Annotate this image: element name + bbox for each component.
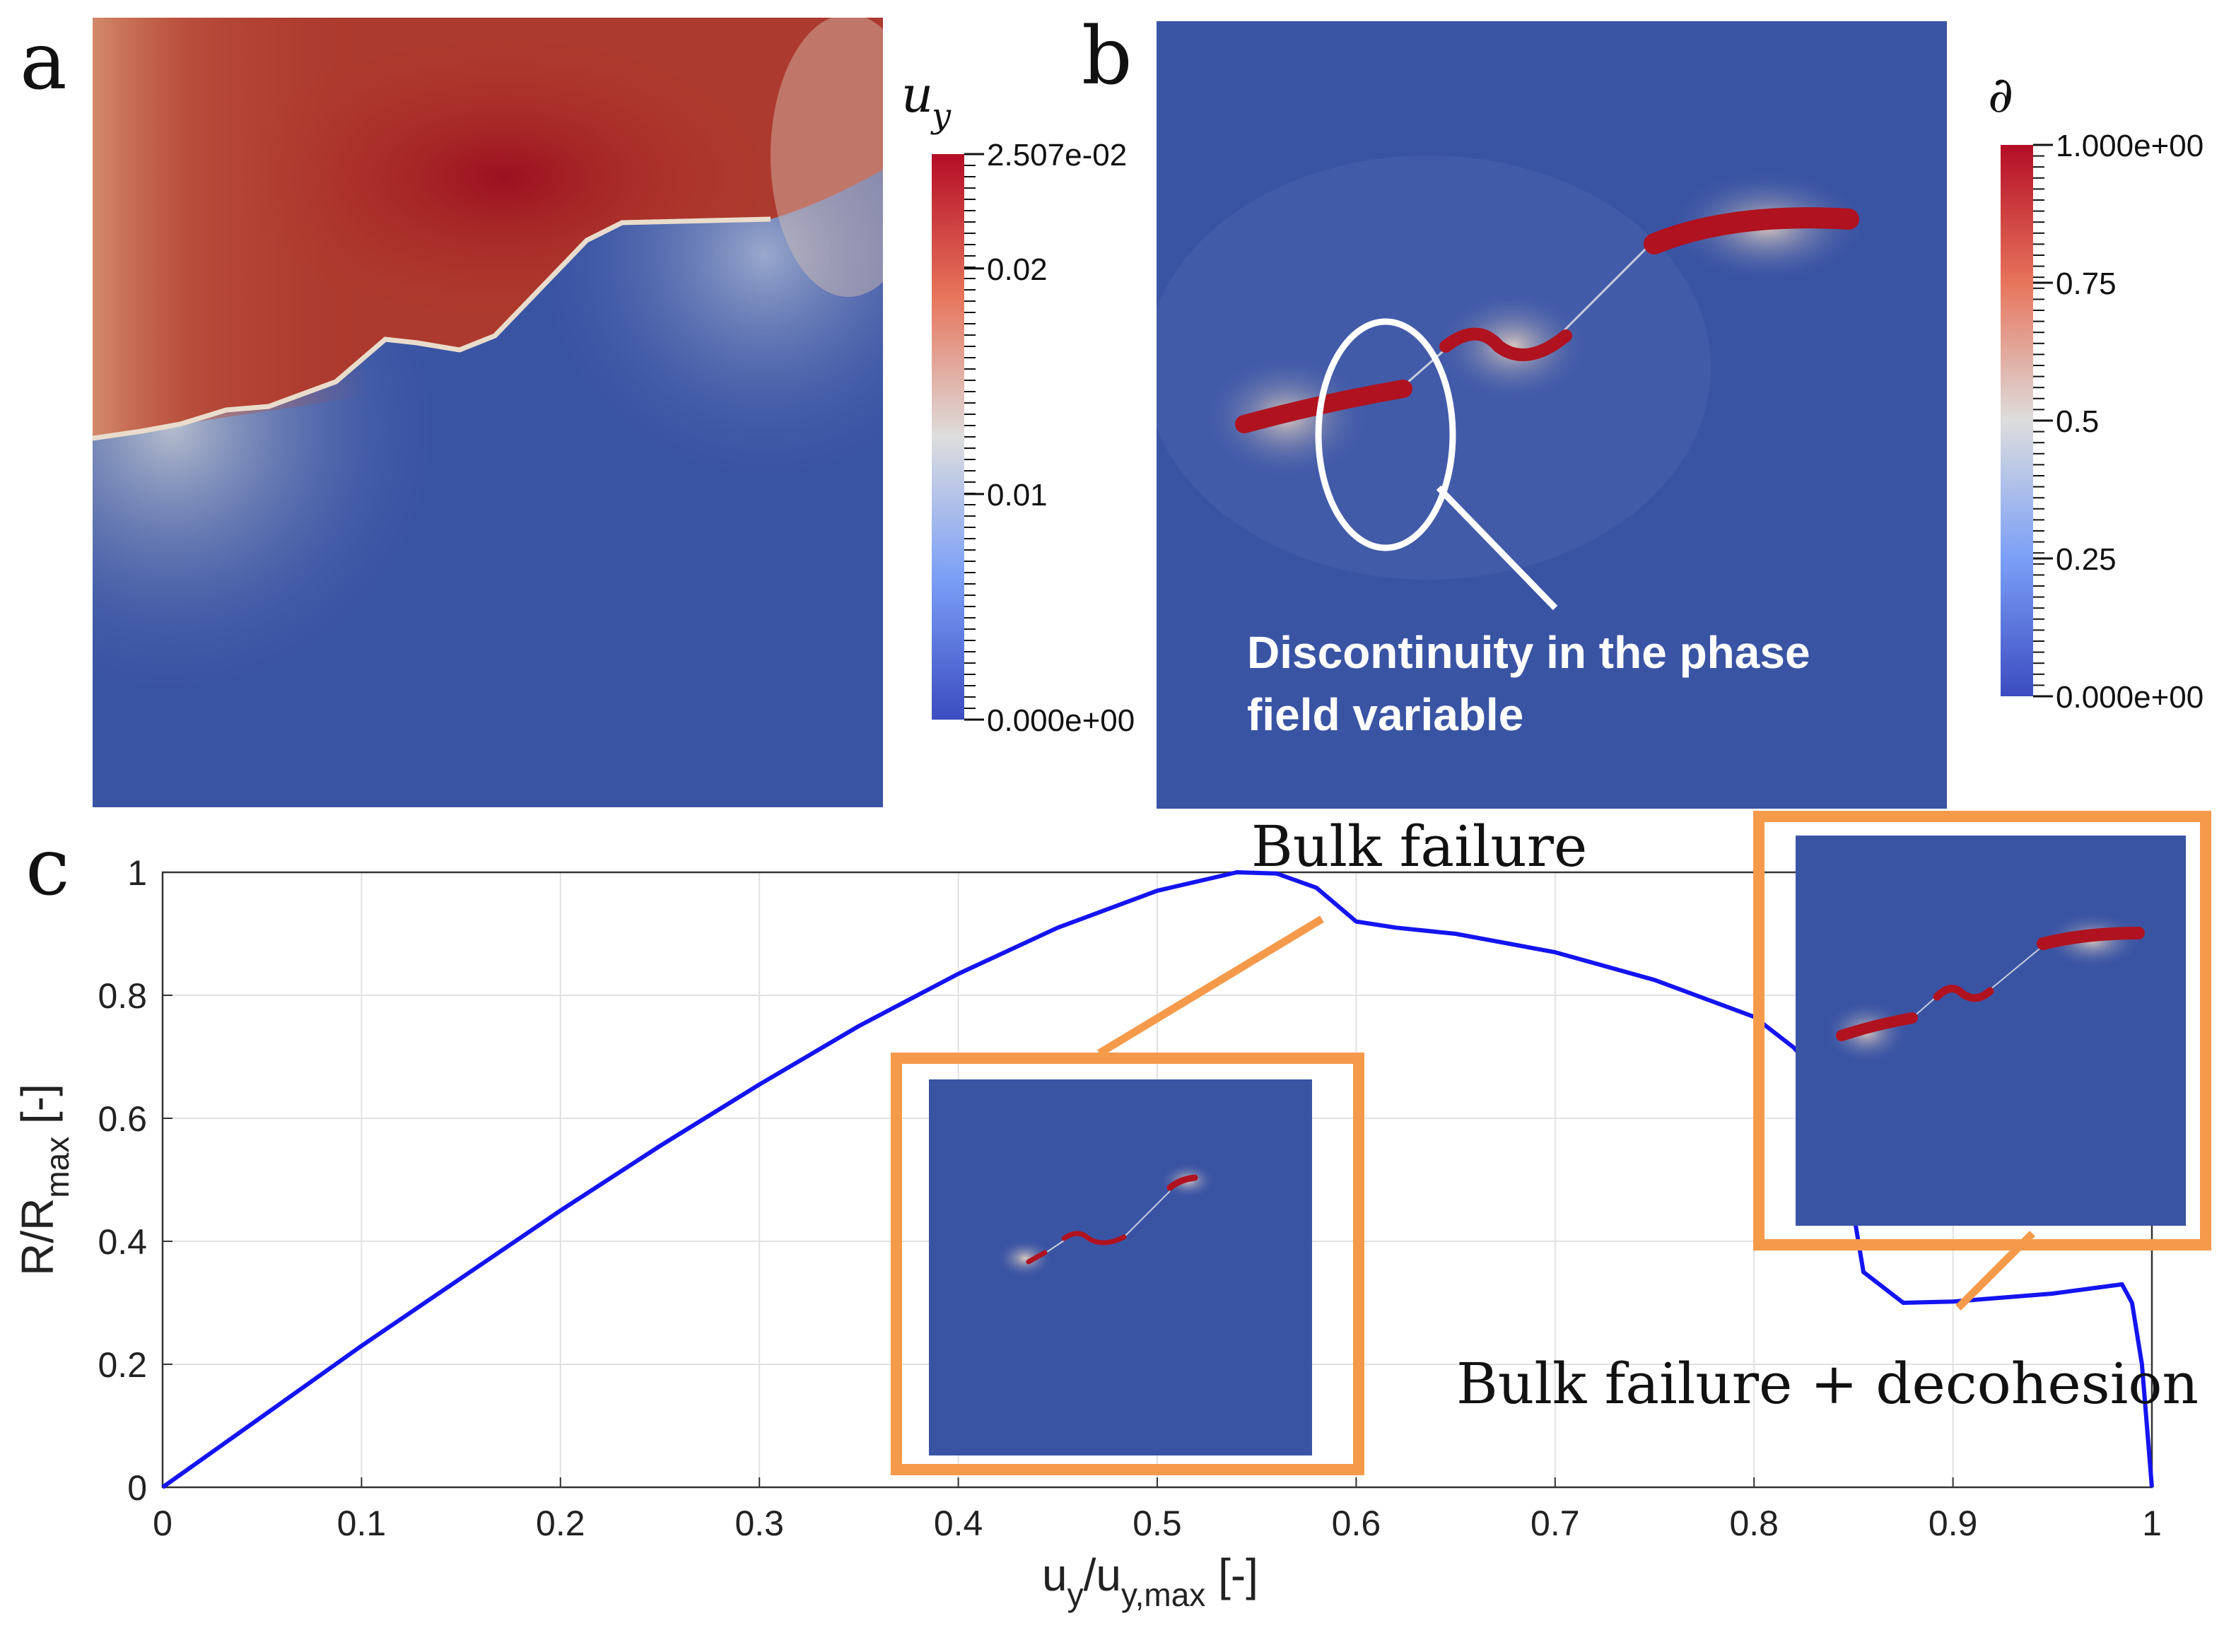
annotation-pointer [1436,485,1558,611]
colorbar-b-tick-label: 1.000e+00 [2056,129,2203,163]
panel-b-label: b [1082,11,1133,102]
colorbar-a-title-sub: y [930,96,952,136]
y-tick-label: 0.4 [98,1222,147,1262]
inset-1-connector [1097,915,1324,1057]
colorbar-b [2001,145,2033,696]
colorbar-b-tick-label: 0.25 [2056,542,2117,577]
colorbar-a-tick-label: 0.000e+00 [987,703,1135,738]
y-tick-label: 0 [127,1468,147,1508]
annotation-line2: field variable [1247,689,1523,740]
inset-1-frame [891,1053,1364,1475]
x-tick-label: 1 [2142,1504,2162,1543]
x-tick-label: 0.6 [1332,1504,1381,1543]
y-tick-label: 0.6 [98,1099,147,1139]
y-axis-label: R/Rmax [-] [12,1084,76,1276]
colorbar-b-title: ∂ [1988,66,2013,124]
inset-2-image [1796,836,2186,1226]
x-tick-label: 0.1 [337,1504,387,1543]
annotation-bulk-failure: Bulk failure [1251,814,1587,879]
x-tick-label: 0.9 [1929,1504,1978,1543]
discontinuity-circle [1315,318,1456,551]
annotation-line1: Discontinuity in the phase [1247,627,1810,678]
x-axis-label: uy/uy,max [-] [1042,1550,1258,1613]
colorbar-b-tick-label: 0.000e+00 [2056,680,2203,715]
panel-a-label: a [20,16,67,107]
colorbar-b-tick-label: 0.5 [2056,404,2099,439]
inset-2-frame [1753,811,2211,1250]
x-tick-label: 0 [153,1504,172,1543]
x-tick-label: 0.4 [934,1504,983,1543]
colorbar-b-tick-label: 0.75 [2056,266,2117,301]
colorbar-a-tick-label: 2.507e-02 [987,138,1127,172]
panel-b-field [1157,21,1947,809]
y-tick-label: 0.8 [98,976,147,1016]
colorbar-a-tick-label: 0.01 [987,478,1048,512]
colorbar-a-title: u [901,66,933,124]
colorbar-a-tick-label: 0.02 [987,252,1048,287]
panel-a-field [93,18,883,807]
annotation-bulk-failure-decohesion: Bulk failure + decohesion [1456,1351,2199,1417]
x-tick-label: 0.5 [1133,1504,1182,1543]
x-tick-label: 0.2 [536,1504,585,1543]
colorbar-a [932,154,964,720]
x-tick-label: 0.3 [734,1504,784,1543]
x-tick-label: 0.7 [1531,1504,1580,1543]
panel-c-label: c [25,821,70,913]
y-tick-label: 1 [127,853,147,893]
inset-1-image [929,1079,1312,1455]
colorbar-a-minor-ticks [964,153,976,720]
x-tick-label: 0.8 [1729,1504,1779,1543]
y-tick-label: 0.2 [98,1345,147,1385]
